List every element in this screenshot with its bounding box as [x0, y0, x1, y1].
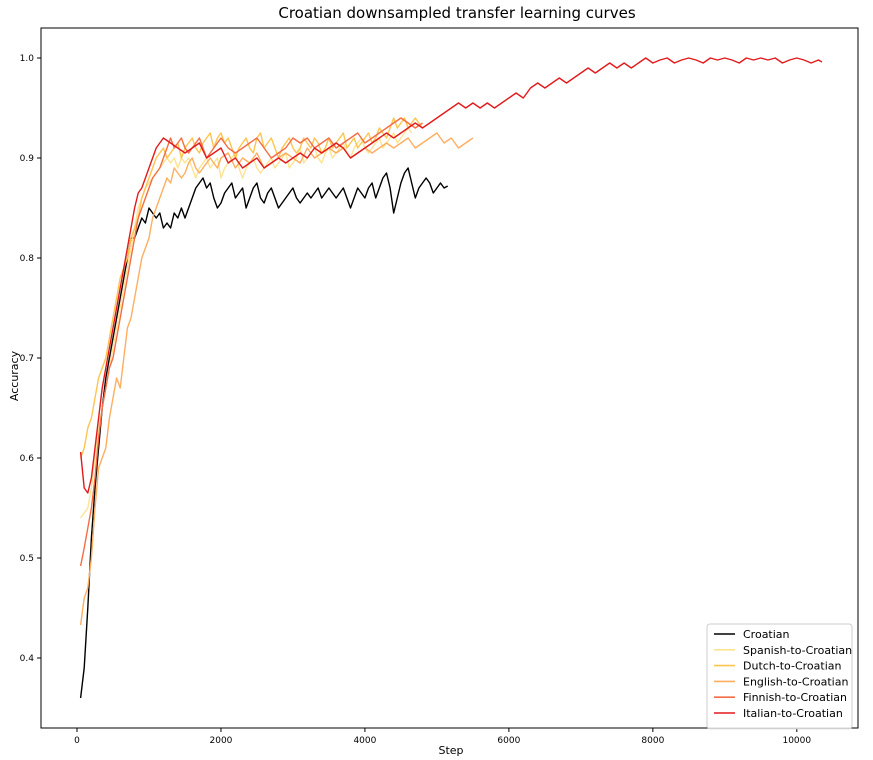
plot-area	[40, 27, 859, 729]
legend-label-finnish-to-croatian: Finnish-to-Croatian	[743, 691, 847, 704]
y-axis-label: Accuracy	[8, 350, 21, 401]
legend-label-croatian: Croatian	[743, 628, 790, 641]
plot-frame	[40, 27, 859, 729]
x-tick-label: 10000	[782, 736, 811, 746]
y-tick-label: 0.4	[20, 654, 35, 664]
series-lines	[79, 57, 823, 699]
x-tick-label: 8000	[641, 736, 664, 746]
y-tick-label: 0.7	[20, 354, 34, 364]
y-tick-label: 0.6	[20, 454, 35, 464]
y-tick-label: 0.5	[20, 554, 34, 564]
x-axis-label: Step	[438, 744, 463, 757]
x-axis: 0 2000 4000 6000 8000 10000	[74, 728, 811, 746]
legend-label-dutch-to-croatian: Dutch-to-Croatian	[743, 660, 842, 673]
x-tick-label: 2000	[210, 736, 233, 746]
chart-title: Croatian downsampled transfer learning c…	[278, 4, 635, 22]
series-line-croatian	[79, 167, 449, 699]
x-tick-label: 4000	[353, 736, 376, 746]
y-axis: 0.4 0.5 0.6 0.7 0.8 0.9 1.0	[20, 54, 41, 664]
series-line-english-to-croatian	[79, 132, 474, 626]
x-tick-label: 0	[74, 736, 80, 746]
series-line-italian-to-croatian	[79, 57, 823, 494]
x-tick-label: 6000	[497, 736, 520, 746]
y-tick-label: 0.9	[20, 154, 35, 164]
legend-label-english-to-croatian: English-to-Croatian	[743, 675, 848, 688]
y-tick-label: 0.8	[20, 254, 35, 264]
legend: Croatian Spanish-to-Croatian Dutch-to-Croa…	[706, 623, 853, 730]
legend-box	[706, 623, 853, 730]
y-tick-label: 1.0	[20, 54, 35, 64]
series-line-finnish-to-croatian	[79, 117, 423, 567]
legend-label-italian-to-croatian: Italian-to-Croatian	[743, 707, 843, 720]
legend-label-spanish-to-croatian: Spanish-to-Croatian	[743, 644, 852, 657]
